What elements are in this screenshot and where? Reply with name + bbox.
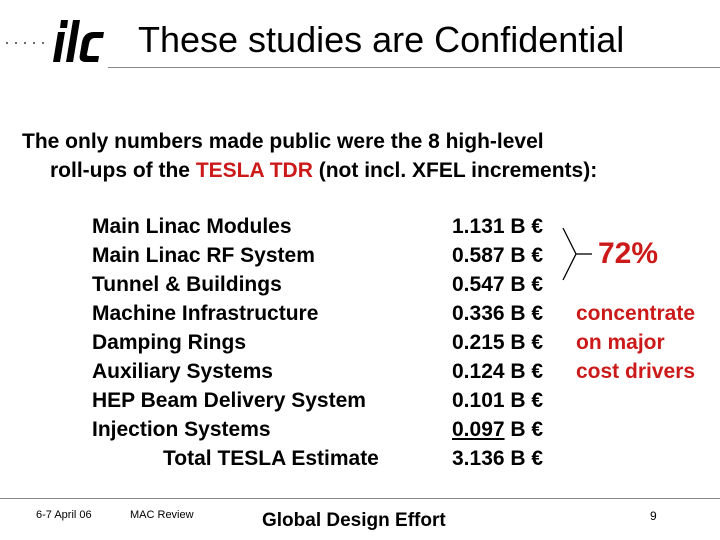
rollup-value-underlined: 0.097	[452, 418, 505, 441]
rollup-value: 0.124 B €	[452, 360, 544, 383]
footer-title: Global Design Effort	[262, 510, 446, 531]
rollup-label: Damping Rings	[92, 331, 247, 354]
rollup-value: 1.131 B €	[452, 215, 544, 238]
bracket-icon	[562, 227, 592, 281]
rollup-label: Main Linac RF System	[92, 244, 315, 267]
annotation-line: concentrate	[576, 302, 696, 325]
ilc-logo	[6, 20, 104, 62]
page-title: These studies are Confidential	[138, 19, 625, 60]
annotation-line: cost drivers	[576, 360, 696, 383]
rollup-label: HEP Beam Delivery System	[92, 389, 366, 412]
intro-line-2-prefix: roll-ups of the	[50, 159, 196, 182]
rollup-value: 0.336 B €	[452, 302, 544, 325]
page-number: 9	[650, 509, 657, 523]
intro-text: The only numbers made public were the 8 …	[22, 127, 712, 185]
footer-date: 6-7 April 06	[36, 509, 92, 521]
tesla-tdr-highlight: TESLA TDR	[195, 159, 313, 182]
percent-callout: 72%	[598, 237, 659, 270]
header-divider	[108, 67, 720, 68]
rollup-value: 0.101 B €	[452, 389, 544, 412]
rollup-label: Main Linac Modules	[92, 215, 292, 238]
rollup-value: 0.215 B €	[452, 331, 544, 354]
rollup-value: 0.587 B €	[452, 244, 544, 267]
footer-review: MAC Review	[130, 509, 194, 521]
rollup-value: 0.547 B €	[452, 273, 544, 296]
rollup-label: Auxiliary Systems	[92, 360, 273, 383]
annotation-line: on major	[576, 331, 665, 354]
total-value: 3.136 B €	[452, 447, 544, 470]
footer-divider	[0, 498, 720, 499]
intro-line-1: The only numbers made public were the 8 …	[22, 130, 544, 153]
rollup-label: Machine Infrastructure	[92, 302, 319, 325]
rollup-label: Tunnel & Buildings	[92, 273, 282, 296]
intro-line-2: roll-ups of the TESLA TDR (not incl. XFE…	[22, 156, 712, 185]
total-label: Total TESLA Estimate	[163, 447, 379, 470]
intro-line-2-suffix: (not incl. XFEL increments):	[312, 159, 598, 182]
rollup-value: 0.097 B €	[452, 415, 543, 444]
rollup-label: Injection Systems	[92, 418, 271, 441]
rollup-value-unit: B €	[504, 418, 544, 441]
